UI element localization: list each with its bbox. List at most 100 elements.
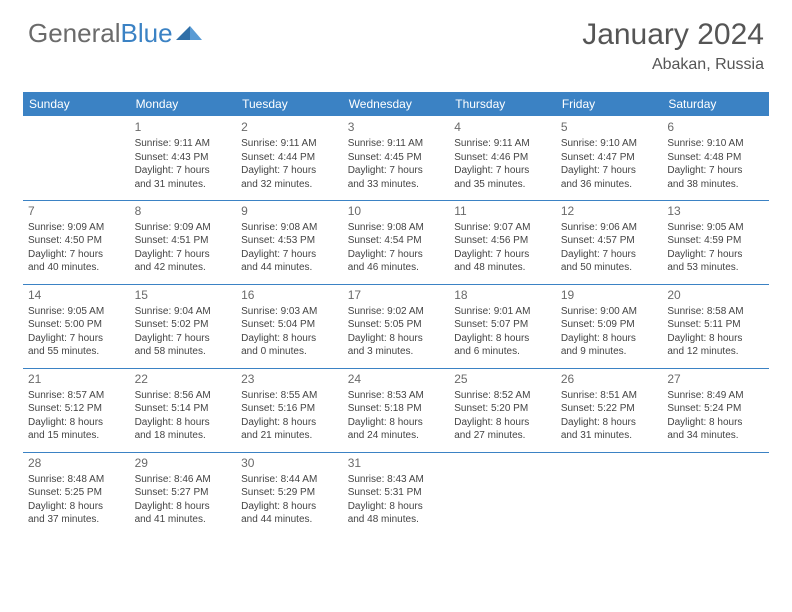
- month-title: January 2024: [582, 18, 764, 52]
- day-cell: [23, 116, 130, 200]
- day-info: Sunrise: 9:11 AM Sunset: 4:44 PM Dayligh…: [241, 137, 338, 191]
- day-cell: 5 Sunrise: 9:10 AM Sunset: 4:47 PM Daylig…: [556, 116, 663, 200]
- day-number: 6: [667, 119, 764, 135]
- day-cell: 28 Sunrise: 8:48 AM Sunset: 5:25 PM Dayli…: [23, 452, 130, 536]
- day-info: Sunrise: 8:57 AM Sunset: 5:12 PM Dayligh…: [28, 389, 125, 443]
- day-number: 23: [241, 371, 338, 387]
- day-cell: 12 Sunrise: 9:06 AM Sunset: 4:57 PM Dayli…: [556, 200, 663, 284]
- day-info: Sunrise: 9:10 AM Sunset: 4:47 PM Dayligh…: [561, 137, 658, 191]
- weekday-header: Wednesday: [343, 92, 450, 116]
- day-number: 1: [135, 119, 232, 135]
- day-info: Sunrise: 8:56 AM Sunset: 5:14 PM Dayligh…: [135, 389, 232, 443]
- day-cell: 4 Sunrise: 9:11 AM Sunset: 4:46 PM Daylig…: [449, 116, 556, 200]
- day-info: Sunrise: 9:02 AM Sunset: 5:05 PM Dayligh…: [348, 305, 445, 359]
- day-cell: 26 Sunrise: 8:51 AM Sunset: 5:22 PM Dayli…: [556, 368, 663, 452]
- day-number: 26: [561, 371, 658, 387]
- day-info: Sunrise: 9:11 AM Sunset: 4:45 PM Dayligh…: [348, 137, 445, 191]
- calendar-body: 1 Sunrise: 9:11 AM Sunset: 4:43 PM Daylig…: [23, 116, 769, 536]
- day-number: 27: [667, 371, 764, 387]
- day-number: 8: [135, 203, 232, 219]
- weekday-header: Friday: [556, 92, 663, 116]
- day-number: 17: [348, 287, 445, 303]
- day-cell: 1 Sunrise: 9:11 AM Sunset: 4:43 PM Daylig…: [130, 116, 237, 200]
- day-info: Sunrise: 9:07 AM Sunset: 4:56 PM Dayligh…: [454, 221, 551, 275]
- day-info: Sunrise: 9:03 AM Sunset: 5:04 PM Dayligh…: [241, 305, 338, 359]
- day-cell: 3 Sunrise: 9:11 AM Sunset: 4:45 PM Daylig…: [343, 116, 450, 200]
- day-number: 25: [454, 371, 551, 387]
- weekday-header: Saturday: [662, 92, 769, 116]
- day-cell: 13 Sunrise: 9:05 AM Sunset: 4:59 PM Dayli…: [662, 200, 769, 284]
- day-cell: 27Sunrise: 8:49 AM Sunset: 5:24 PM Dayli…: [662, 368, 769, 452]
- day-cell: [556, 452, 663, 536]
- day-info: Sunrise: 9:04 AM Sunset: 5:02 PM Dayligh…: [135, 305, 232, 359]
- title-block: January 2024 Abakan, Russia: [582, 18, 764, 74]
- day-number: 4: [454, 119, 551, 135]
- day-number: 14: [28, 287, 125, 303]
- day-cell: [449, 452, 556, 536]
- day-cell: 21 Sunrise: 8:57 AM Sunset: 5:12 PM Dayli…: [23, 368, 130, 452]
- day-info: Sunrise: 9:06 AM Sunset: 4:57 PM Dayligh…: [561, 221, 658, 275]
- day-cell: 6 Sunrise: 9:10 AM Sunset: 4:48 PM Daylig…: [662, 116, 769, 200]
- day-number: 7: [28, 203, 125, 219]
- day-info: Sunrise: 9:09 AM Sunset: 4:51 PM Dayligh…: [135, 221, 232, 275]
- day-number: 11: [454, 203, 551, 219]
- week-row: 28 Sunrise: 8:48 AM Sunset: 5:25 PM Dayli…: [23, 452, 769, 536]
- day-number: 30: [241, 455, 338, 471]
- week-row: 14 Sunrise: 9:05 AM Sunset: 5:00 PM Dayli…: [23, 284, 769, 368]
- day-cell: 16 Sunrise: 9:03 AM Sunset: 5:04 PM Dayli…: [236, 284, 343, 368]
- day-number: 9: [241, 203, 338, 219]
- header: GeneralBlue January 2024 Abakan, Russia: [0, 0, 792, 82]
- day-cell: 23 Sunrise: 8:55 AM Sunset: 5:16 PM Dayli…: [236, 368, 343, 452]
- day-cell: 22 Sunrise: 8:56 AM Sunset: 5:14 PM Dayli…: [130, 368, 237, 452]
- day-number: 31: [348, 455, 445, 471]
- day-cell: 29 Sunrise: 8:46 AM Sunset: 5:27 PM Dayli…: [130, 452, 237, 536]
- day-info: Sunrise: 9:08 AM Sunset: 4:53 PM Dayligh…: [241, 221, 338, 275]
- day-cell: 20 Sunrise: 8:58 AM Sunset: 5:11 PM Dayli…: [662, 284, 769, 368]
- day-info: Sunrise: 8:58 AM Sunset: 5:11 PM Dayligh…: [667, 305, 764, 359]
- day-cell: 15 Sunrise: 9:04 AM Sunset: 5:02 PM Dayli…: [130, 284, 237, 368]
- day-number: 3: [348, 119, 445, 135]
- day-info: Sunrise: 9:05 AM Sunset: 5:00 PM Dayligh…: [28, 305, 125, 359]
- day-cell: 24Sunrise: 8:53 AM Sunset: 5:18 PM Dayli…: [343, 368, 450, 452]
- weekday-header: Tuesday: [236, 92, 343, 116]
- day-cell: 10Sunrise: 9:08 AM Sunset: 4:54 PM Dayli…: [343, 200, 450, 284]
- day-info: Sunrise: 8:55 AM Sunset: 5:16 PM Dayligh…: [241, 389, 338, 443]
- day-number: 18: [454, 287, 551, 303]
- day-info: Sunrise: 8:51 AM Sunset: 5:22 PM Dayligh…: [561, 389, 658, 443]
- day-info: Sunrise: 9:05 AM Sunset: 4:59 PM Dayligh…: [667, 221, 764, 275]
- day-cell: 8 Sunrise: 9:09 AM Sunset: 4:51 PM Daylig…: [130, 200, 237, 284]
- day-number: 15: [135, 287, 232, 303]
- calendar-head: SundayMondayTuesdayWednesdayThursdayFrid…: [23, 92, 769, 116]
- day-info: Sunrise: 8:46 AM Sunset: 5:27 PM Dayligh…: [135, 473, 232, 527]
- week-row: 21 Sunrise: 8:57 AM Sunset: 5:12 PM Dayli…: [23, 368, 769, 452]
- day-info: Sunrise: 9:10 AM Sunset: 4:48 PM Dayligh…: [667, 137, 764, 191]
- day-info: Sunrise: 8:48 AM Sunset: 5:25 PM Dayligh…: [28, 473, 125, 527]
- day-number: 5: [561, 119, 658, 135]
- location-text: Abakan, Russia: [582, 56, 764, 74]
- day-info: Sunrise: 9:08 AM Sunset: 4:54 PM Dayligh…: [348, 221, 445, 275]
- day-number: 13: [667, 203, 764, 219]
- day-number: 29: [135, 455, 232, 471]
- day-cell: 2 Sunrise: 9:11 AM Sunset: 4:44 PM Daylig…: [236, 116, 343, 200]
- day-number: 20: [667, 287, 764, 303]
- week-row: 1 Sunrise: 9:11 AM Sunset: 4:43 PM Daylig…: [23, 116, 769, 200]
- day-info: Sunrise: 9:11 AM Sunset: 4:43 PM Dayligh…: [135, 137, 232, 191]
- header-row: SundayMondayTuesdayWednesdayThursdayFrid…: [23, 92, 769, 116]
- day-cell: 25Sunrise: 8:52 AM Sunset: 5:20 PM Dayli…: [449, 368, 556, 452]
- day-cell: 9 Sunrise: 9:08 AM Sunset: 4:53 PM Daylig…: [236, 200, 343, 284]
- day-number: 21: [28, 371, 125, 387]
- day-cell: 17 Sunrise: 9:02 AM Sunset: 5:05 PM Dayli…: [343, 284, 450, 368]
- day-cell: 30Sunrise: 8:44 AM Sunset: 5:29 PM Dayli…: [236, 452, 343, 536]
- day-number: 2: [241, 119, 338, 135]
- day-number: 28: [28, 455, 125, 471]
- logo-text-2: Blue: [121, 18, 173, 49]
- day-info: Sunrise: 9:01 AM Sunset: 5:07 PM Dayligh…: [454, 305, 551, 359]
- day-number: 12: [561, 203, 658, 219]
- day-number: 16: [241, 287, 338, 303]
- logo-text-1: General: [28, 18, 121, 49]
- day-number: 22: [135, 371, 232, 387]
- day-cell: 19Sunrise: 9:00 AM Sunset: 5:09 PM Dayli…: [556, 284, 663, 368]
- day-number: 19: [561, 287, 658, 303]
- weekday-header: Monday: [130, 92, 237, 116]
- day-info: Sunrise: 9:11 AM Sunset: 4:46 PM Dayligh…: [454, 137, 551, 191]
